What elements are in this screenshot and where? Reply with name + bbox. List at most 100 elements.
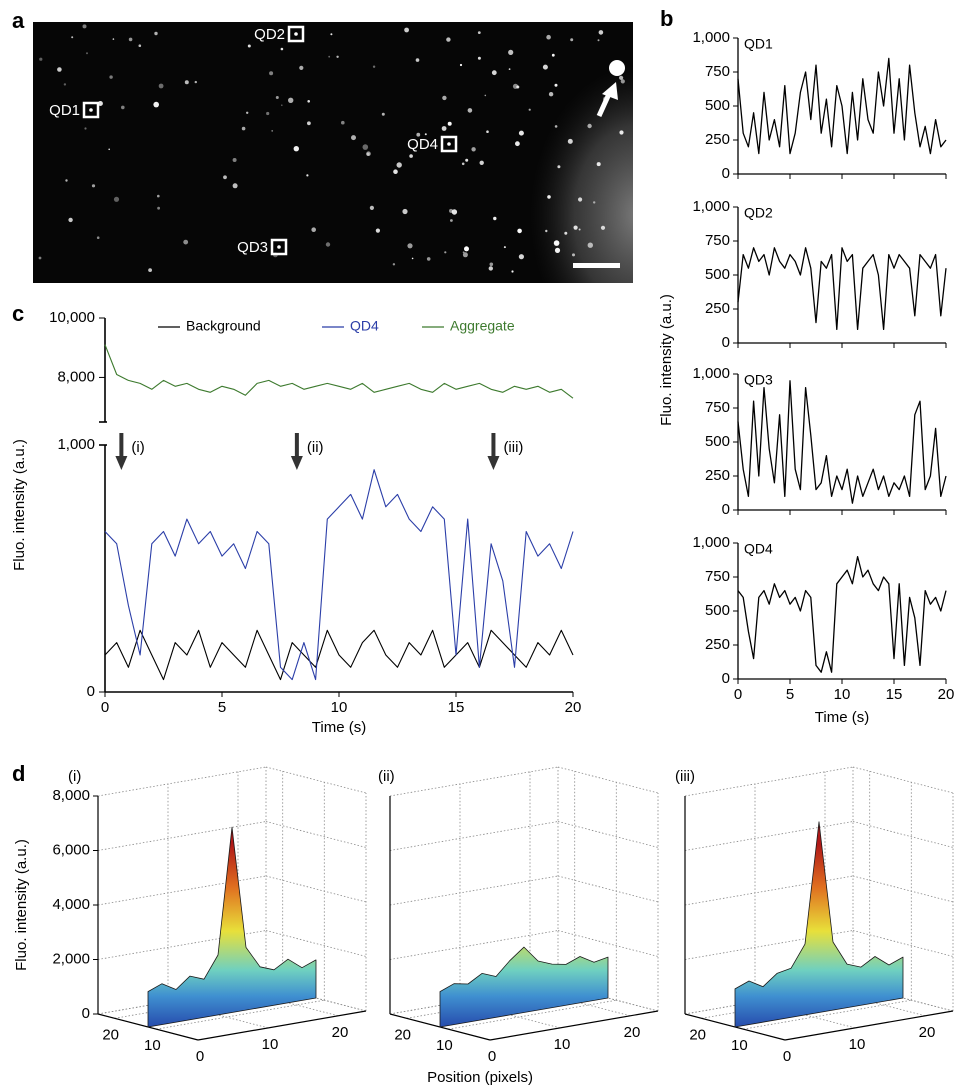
- particle: [366, 151, 371, 156]
- y-tick-label: 20: [394, 1026, 411, 1043]
- particle: [65, 179, 68, 182]
- particle: [271, 130, 274, 132]
- x-tick-label: 0: [734, 686, 742, 703]
- particle: [38, 256, 42, 260]
- qd-box: [287, 25, 305, 43]
- particle: [325, 242, 331, 247]
- particle: [148, 268, 153, 272]
- particle: [86, 52, 88, 55]
- y-tick-label: 0: [722, 501, 730, 518]
- y-tick-label: 500: [705, 97, 730, 114]
- particle: [39, 57, 43, 61]
- x-tick-label: 0: [488, 1048, 496, 1065]
- particle: [557, 165, 561, 169]
- particle: [486, 130, 489, 133]
- particle: [488, 266, 493, 271]
- x-axis: [784, 1010, 954, 1041]
- trace: [737, 380, 947, 504]
- x-axis: [489, 1010, 659, 1041]
- particle: [154, 31, 158, 36]
- qd-label: QD4: [407, 136, 438, 153]
- particle: [183, 239, 189, 245]
- particle: [404, 27, 409, 33]
- particle: [518, 254, 525, 260]
- series-label: QD2: [744, 205, 773, 221]
- particle: [508, 68, 511, 70]
- y-tick-label: 500: [705, 433, 730, 450]
- z-axis-label: Fluo. intensity (a.u.): [13, 839, 30, 971]
- trace: [737, 57, 947, 155]
- particle: [477, 56, 481, 60]
- grid-line: [389, 766, 559, 797]
- grid-line: [557, 766, 659, 794]
- particle: [109, 75, 113, 79]
- particle: [426, 257, 431, 261]
- particle: [184, 80, 189, 85]
- particle: [307, 121, 311, 126]
- grid-line: [743, 999, 912, 1030]
- particle: [82, 24, 87, 29]
- particle: [450, 219, 453, 222]
- particle: [578, 197, 583, 202]
- aggregate-spot: [609, 60, 625, 76]
- x-tick-label: 20: [919, 1024, 936, 1041]
- particle: [573, 225, 578, 230]
- x-axis-label: Time (s): [815, 709, 869, 726]
- qd-spot: [89, 108, 93, 112]
- particle: [517, 228, 522, 234]
- particle: [570, 38, 574, 42]
- particle: [223, 175, 227, 180]
- particle: [444, 251, 447, 254]
- particle: [477, 31, 481, 34]
- particle: [63, 83, 67, 86]
- panel-letter: b: [660, 6, 673, 31]
- y-tick-label: 250: [705, 131, 730, 148]
- y-tick-label: 1,000: [692, 365, 730, 382]
- particle: [246, 111, 249, 115]
- particle: [84, 127, 87, 130]
- particle: [362, 144, 369, 150]
- x-axis-label: Time (s): [312, 719, 366, 736]
- grid-line: [265, 821, 367, 848]
- particle: [311, 227, 317, 232]
- particle: [511, 270, 514, 273]
- y-tick-label: 750: [705, 568, 730, 585]
- z-tick-label: 2,000: [52, 950, 90, 967]
- particle: [542, 64, 548, 70]
- y-tick-label: 750: [705, 399, 730, 416]
- y-tick-label: 10: [436, 1037, 453, 1054]
- grid-line: [97, 875, 267, 906]
- grid-line: [684, 821, 854, 851]
- particle: [600, 225, 606, 230]
- cell-haze: [530, 65, 633, 283]
- particle: [351, 135, 356, 141]
- x-axis: [197, 1010, 367, 1041]
- y-tick-label: 0: [722, 165, 730, 182]
- grid-line: [557, 930, 659, 957]
- particle: [336, 55, 339, 58]
- y2-tick-label: 8,000: [57, 368, 95, 385]
- y-axis-label: Fluo. intensity (a.u.): [11, 439, 28, 571]
- y-tick-label: 750: [705, 232, 730, 249]
- particle: [442, 95, 447, 101]
- particle: [548, 92, 554, 97]
- particle: [493, 216, 497, 221]
- particle: [381, 112, 385, 116]
- particle: [306, 174, 309, 177]
- particle: [446, 37, 451, 42]
- particle: [598, 30, 604, 35]
- series-label: QD1: [744, 36, 773, 52]
- particle: [108, 148, 110, 151]
- particle: [462, 252, 468, 258]
- particle: [293, 146, 299, 152]
- z-tick-label: 0: [82, 1005, 90, 1022]
- particle: [545, 229, 548, 233]
- grid-line: [156, 999, 325, 1030]
- grid-line: [97, 821, 267, 851]
- y2-tick-label: 10,000: [49, 309, 95, 326]
- particle: [241, 126, 246, 131]
- particle: [547, 195, 551, 199]
- subpanel-label: (i): [68, 768, 81, 785]
- particle: [528, 108, 531, 111]
